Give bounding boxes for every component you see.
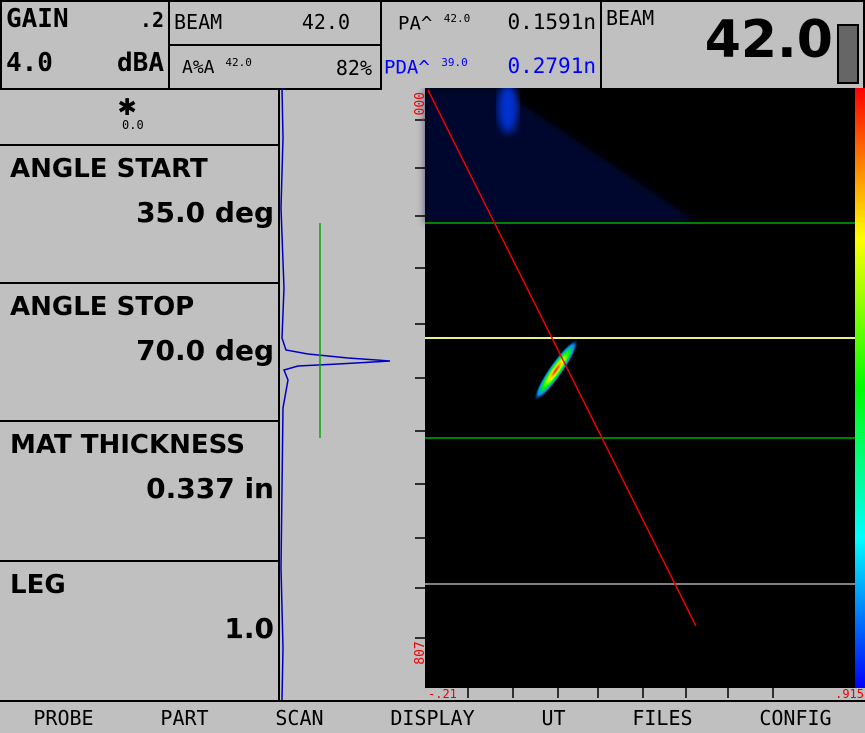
icon-section: ✱ 0.0	[0, 88, 278, 146]
param-value: 35.0 deg	[136, 196, 274, 229]
big-beam-value: 42.0	[705, 10, 833, 70]
param-section: ANGLE START 35.0 deg	[0, 146, 278, 284]
scan-view: .000 807 -.21 .915	[278, 88, 865, 700]
color-bar	[855, 88, 865, 688]
battery	[837, 24, 859, 84]
amp-angle: 42.0	[225, 56, 252, 69]
pda-value: 0.2791n	[507, 54, 596, 78]
x-end: .915	[835, 687, 864, 700]
pa-angle: 42.0	[444, 12, 471, 25]
param-label: MAT THICKNESS	[10, 430, 245, 460]
gain-value: 4.0	[6, 48, 53, 78]
param-label: ANGLE START	[10, 154, 208, 184]
pda-label: PDA^ 39.0	[384, 56, 468, 78]
menu-button[interactable]: DISPLAY	[390, 706, 474, 730]
amp-value: 82%	[336, 56, 372, 80]
beam-box: BEAM 42.0	[168, 0, 382, 46]
param-value: 1.0	[224, 612, 274, 645]
pa-value: 0.1591n	[507, 10, 596, 34]
pda-label-text: PDA^	[384, 56, 430, 78]
icon-value: 0.0	[122, 118, 144, 132]
param-label: ANGLE STOP	[10, 292, 194, 322]
big-beam-label: BEAM	[606, 6, 654, 30]
menu-button[interactable]: PROBE	[33, 706, 93, 730]
a-scan-waveform	[281, 88, 390, 700]
screen: GAIN .2 4.0 dBA BEAM 42.0 A%A 42.0 82% P…	[0, 0, 865, 733]
param-section: MAT THICKNESS 0.337 in	[0, 422, 278, 562]
pa-label-text: PA^	[398, 12, 432, 34]
big-beam-box: BEAM 42.0	[600, 0, 865, 90]
beam-value: 42.0	[302, 10, 350, 34]
depth-start: .000	[413, 92, 428, 123]
param-section: ANGLE STOP 70.0 deg	[0, 284, 278, 422]
pda-angle: 39.0	[441, 56, 468, 69]
menu-button[interactable]: PART	[160, 706, 208, 730]
param-value: 0.337 in	[146, 472, 274, 505]
param-label: LEG	[10, 570, 66, 600]
depth-end: 807	[413, 641, 428, 664]
gain-box: GAIN .2 4.0 dBA	[0, 0, 170, 90]
param-panel: ✱ 0.0 ANGLE START 35.0 deg ANGLE STOP 70.0…	[0, 88, 280, 700]
menu-button[interactable]: CONFIG	[759, 706, 831, 730]
pa-box: PA^ 42.0 0.1591n PDA^ 39.0 0.2791n	[380, 0, 602, 90]
pa-label: PA^ 42.0	[398, 12, 470, 34]
param-value: 70.0 deg	[136, 334, 274, 367]
menu-button[interactable]: SCAN	[275, 706, 323, 730]
amp-label: A%A 42.0	[182, 56, 252, 78]
gain-unit: dBA	[117, 48, 164, 78]
menu-button[interactable]: UT	[541, 706, 565, 730]
param-section: LEG 1.0	[0, 562, 278, 700]
menu-button[interactable]: FILES	[632, 706, 692, 730]
beam-label: BEAM	[174, 10, 222, 34]
amp-label-text: A%A	[182, 57, 215, 78]
amp-box: A%A 42.0 82%	[168, 44, 382, 90]
gain-step: .2	[140, 8, 164, 32]
menu-bar: PROBE PART SCAN DISPLAY UT FILES CONFIG	[0, 700, 865, 733]
x-start: -.21	[428, 687, 457, 700]
gain-label: GAIN	[6, 4, 69, 34]
